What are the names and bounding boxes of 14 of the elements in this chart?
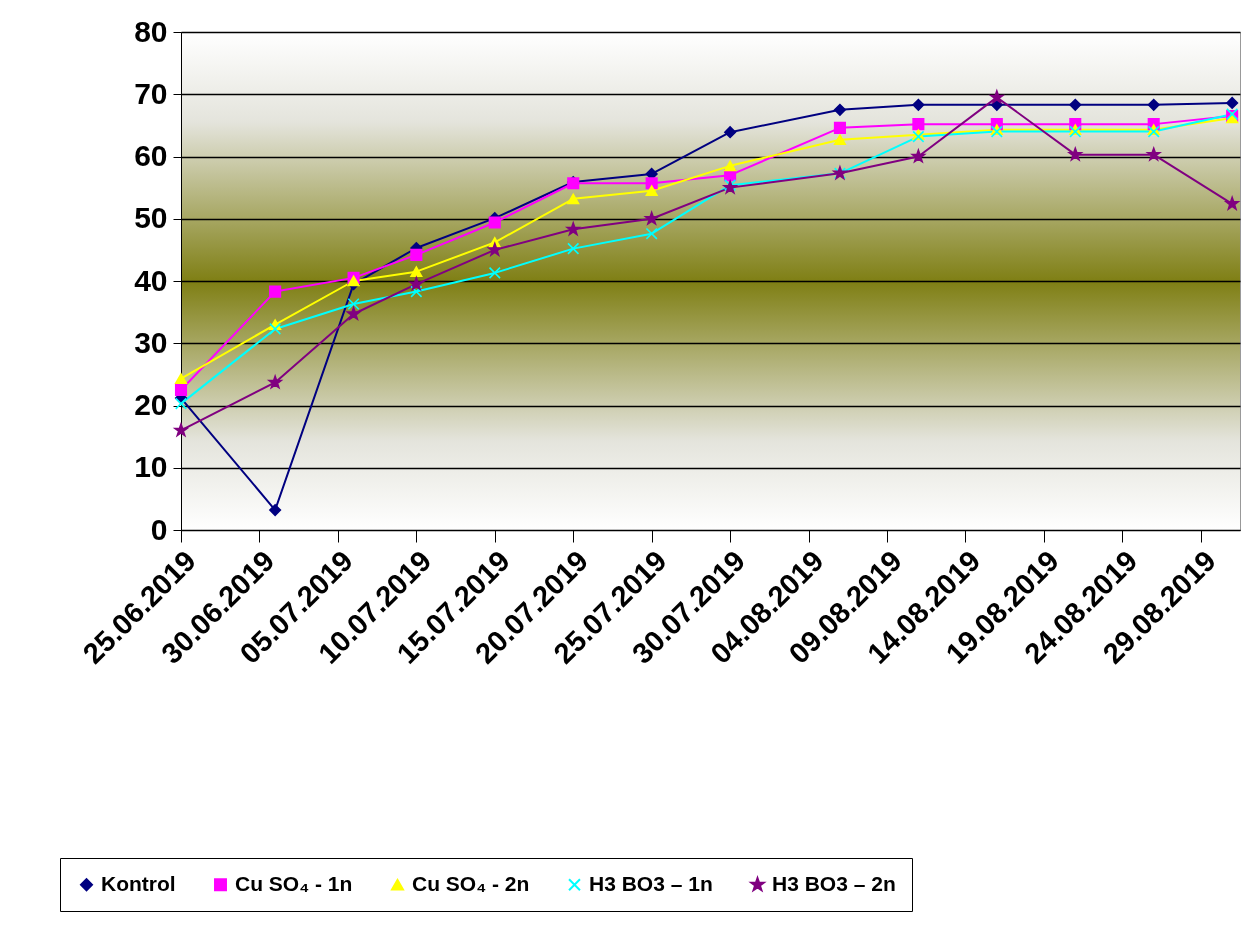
- y-tick-label: 40: [134, 263, 168, 297]
- y-tick-label: 20: [134, 388, 168, 421]
- y-tick-label: 70: [134, 76, 168, 110]
- legend-label: Cu SO₄ - 2n: [412, 871, 530, 895]
- y-tick-label: 80: [134, 14, 168, 48]
- legend-label: H3 BO3 – 2n: [772, 871, 896, 895]
- legend-label: Cu SO₄ - 1n: [235, 871, 353, 895]
- y-tick-label: 50: [134, 201, 168, 235]
- y-tick-label: 60: [134, 139, 168, 172]
- legend-label: H3 BO3 – 1n: [589, 871, 713, 895]
- y-tick-label: 0: [150, 512, 168, 546]
- y-tick-label: 30: [134, 325, 168, 359]
- legend-label: Kontrol: [101, 871, 176, 895]
- y-tick-label: 10: [134, 450, 168, 484]
